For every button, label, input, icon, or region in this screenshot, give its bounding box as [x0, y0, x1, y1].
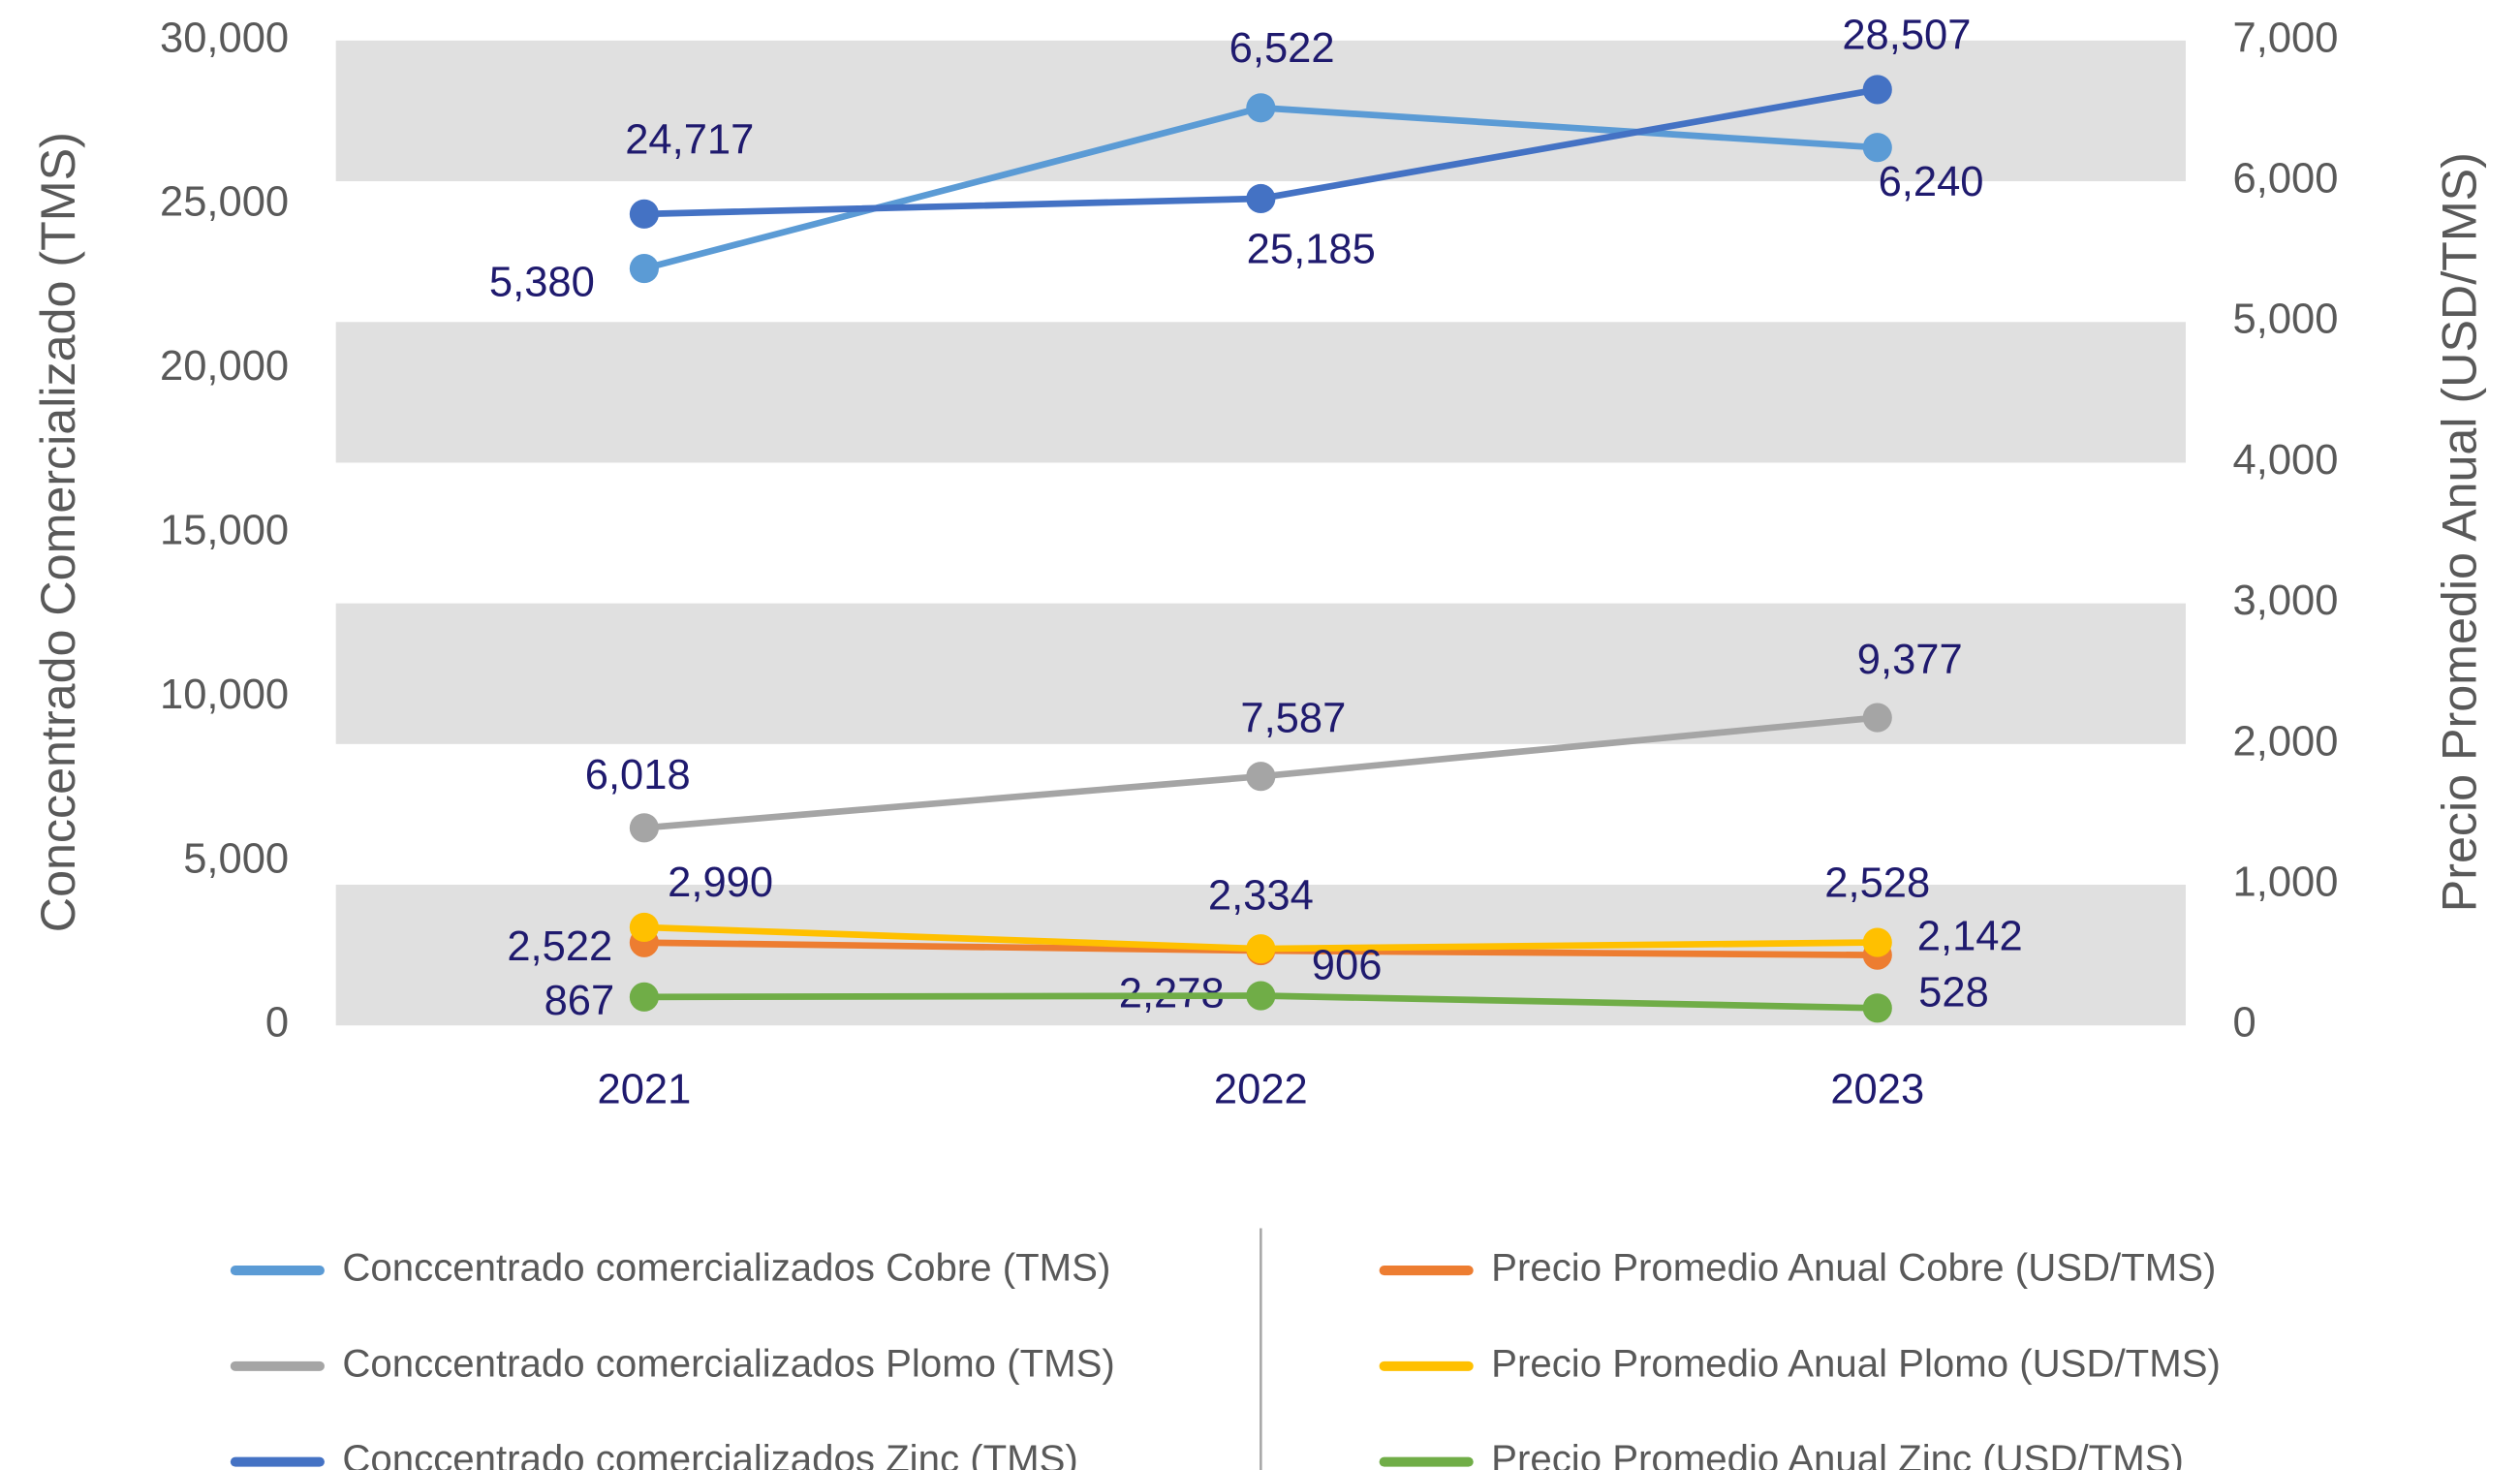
data-point [629, 813, 659, 843]
data-label: 6,018 [585, 752, 691, 798]
y2-tick-label: 3,000 [2233, 578, 2339, 624]
legend-label: Precio Promedio Anual Zinc (USD/TMS) [1491, 1437, 2184, 1470]
grid-band [335, 322, 2186, 463]
y-tick-label: 5,000 [183, 835, 289, 882]
data-label: 6,240 [1879, 159, 1984, 205]
legend-label: Precio Promedio Anual Cobre (USD/TMS) [1491, 1246, 2216, 1290]
legend-label: Precio Promedio Anual Plomo (USD/TMS) [1491, 1341, 2221, 1385]
y-tick-label: 30,000 [160, 15, 289, 61]
legend-label: Conccentrado comercializados Zinc (TMS) [342, 1437, 1077, 1470]
data-label: 2,522 [507, 923, 612, 970]
y-tick-label: 0 [265, 1000, 289, 1047]
data-point [629, 912, 659, 942]
data-point [629, 982, 659, 1012]
y2-tick-label: 0 [2233, 1000, 2256, 1047]
legend-label: Conccentrado comercializados Cobre (TMS) [342, 1246, 1110, 1290]
data-point [1246, 93, 1276, 123]
y2-axis-title: Precio Promedio Anual (USD/TMS) [2433, 152, 2487, 912]
data-point [1862, 703, 1892, 733]
data-label: 2,142 [1917, 913, 2023, 959]
legend-label: Conccentrado comercializados Plomo (TMS) [342, 1341, 1114, 1385]
data-label: 867 [544, 978, 615, 1024]
y-tick-label: 20,000 [160, 343, 289, 390]
data-point [1246, 981, 1276, 1011]
y2-tick-label: 6,000 [2233, 156, 2339, 203]
x-tick-label: 2023 [1830, 1066, 1924, 1112]
data-label: 2,334 [1208, 873, 1314, 920]
data-label: 25,185 [1247, 227, 1376, 273]
data-point [629, 254, 659, 284]
data-point [1246, 762, 1276, 792]
data-label: 28,507 [1842, 12, 1971, 58]
y-tick-label: 10,000 [160, 672, 289, 718]
y2-tick-label: 1,000 [2233, 860, 2339, 906]
data-point [1862, 927, 1892, 957]
data-label: 906 [1312, 943, 1383, 989]
data-label: 2,528 [1824, 860, 1930, 906]
y-tick-label: 25,000 [160, 179, 289, 226]
data-point [1862, 133, 1892, 163]
y2-tick-label: 4,000 [2233, 437, 2339, 484]
data-label: 9,377 [1857, 637, 1963, 683]
data-label: 5,380 [489, 259, 595, 305]
x-tick-label: 2021 [597, 1066, 691, 1112]
data-label: 24,717 [625, 117, 754, 164]
y2-tick-label: 5,000 [2233, 297, 2339, 343]
data-point [1862, 75, 1892, 105]
data-label: 7,587 [1240, 696, 1346, 742]
data-point [1246, 934, 1276, 964]
y2-tick-label: 2,000 [2233, 718, 2339, 765]
bands [335, 40, 2186, 1026]
y2-tick-label: 7,000 [2233, 15, 2339, 61]
data-label: 528 [1918, 969, 1989, 1016]
x-tick-label: 2022 [1214, 1066, 1308, 1112]
y-tick-label: 15,000 [160, 508, 289, 554]
data-point [1246, 183, 1276, 214]
data-label: 2,990 [668, 860, 773, 906]
y-axis-title: Conccentrado Comercializado (TMS) [31, 132, 85, 932]
data-point [629, 199, 659, 229]
data-label: 6,522 [1229, 25, 1335, 72]
data-point [1862, 993, 1892, 1023]
